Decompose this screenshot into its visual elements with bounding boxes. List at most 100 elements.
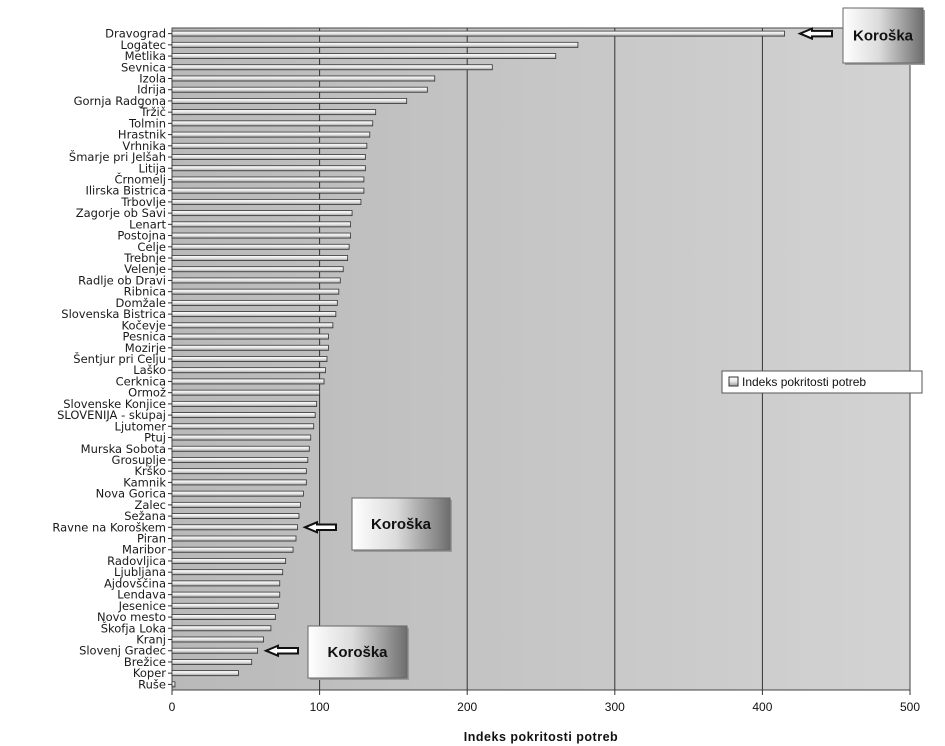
- annotation-callout: Koroška: [302, 497, 452, 552]
- category-label: Murska Sobota: [81, 442, 166, 456]
- bar: [171, 266, 344, 273]
- category-label: Škofja Loka: [101, 620, 166, 635]
- legend-swatch: [728, 376, 739, 387]
- category-label: Kamnik: [123, 475, 166, 489]
- category-label: Cerknica: [116, 374, 166, 388]
- category-label: Krško: [134, 464, 166, 478]
- bar: [171, 423, 315, 430]
- bar: [171, 64, 493, 71]
- category-label: Slovenska Bistrica: [61, 307, 166, 321]
- category-label: Šmarje pri Jelšah: [69, 149, 166, 164]
- category-label: Lendava: [117, 588, 166, 602]
- bar: [171, 198, 362, 205]
- arrow-left-icon: [797, 27, 833, 41]
- bar: [171, 513, 300, 520]
- category-label: Radlje ob Dravi: [78, 273, 166, 287]
- category-label: Kočevje: [122, 318, 166, 332]
- x-tick-label: 100: [310, 700, 330, 714]
- category-label: Gornja Radgona: [74, 94, 166, 108]
- category-label: Hrastnik: [118, 128, 166, 142]
- category-label: Grosuplje: [112, 453, 166, 467]
- category-label: Nova Gorica: [96, 487, 166, 501]
- arrow-left-icon: [263, 644, 299, 658]
- bar: [171, 131, 371, 138]
- bar: [171, 299, 338, 306]
- category-label: Koper: [133, 666, 166, 680]
- bar: [171, 344, 329, 351]
- bar: [171, 389, 321, 396]
- bar: [171, 98, 408, 104]
- bar: [171, 311, 337, 318]
- category-label: Domžale: [116, 296, 166, 310]
- bar: [171, 602, 279, 609]
- bar: [171, 457, 309, 463]
- bar: [171, 288, 340, 295]
- bar: [171, 468, 307, 475]
- bar: [171, 546, 294, 553]
- bar: [171, 490, 304, 497]
- x-axis-title: Indeks pokritosti potreb: [464, 730, 618, 744]
- category-label: Brežice: [124, 655, 166, 669]
- bar: [171, 591, 281, 598]
- annotation-label: Koroška: [371, 516, 432, 533]
- category-label: Laško: [133, 363, 166, 377]
- annotation-box: [351, 497, 451, 551]
- category-label: Ilirska Bistrica: [85, 184, 166, 198]
- category-label: Tržič: [139, 105, 166, 119]
- category-label: Slovenske Konjice: [63, 397, 166, 411]
- category-label: Ljutomer: [115, 419, 167, 433]
- category-label: Dravograd: [105, 27, 166, 41]
- bar: [171, 53, 557, 59]
- arrow-left-icon: [302, 520, 337, 534]
- bar: [171, 333, 329, 340]
- category-label: Vrhnika: [122, 139, 166, 153]
- bar: [171, 277, 341, 284]
- category-label: Sežana: [124, 509, 166, 523]
- category-label: Ljubljana: [114, 565, 166, 579]
- bar: [171, 636, 264, 643]
- bar: [171, 434, 312, 441]
- legend: Indeks pokritosti potreb: [721, 370, 923, 394]
- bar: [171, 75, 436, 82]
- category-label: Zagorje ob Savi: [76, 206, 166, 220]
- bar: [171, 670, 239, 677]
- category-label: Idrija: [137, 83, 166, 97]
- bar: [171, 154, 366, 160]
- category-label: Litija: [138, 161, 166, 175]
- bar: [171, 232, 351, 239]
- category-label: Trbovlje: [120, 195, 166, 209]
- category-labels: DravogradLogatecMetlikaSevnicaIzolaIdrij…: [52, 27, 172, 691]
- legend-label: Indeks pokritosti potreb: [742, 375, 866, 389]
- category-label: Radovljica: [107, 554, 166, 568]
- x-tick-label: 500: [900, 700, 920, 714]
- category-label: Ribnica: [124, 285, 166, 299]
- bar: [171, 558, 287, 564]
- annotation-callout: Koroška: [263, 625, 409, 680]
- category-label: Zalec: [134, 498, 166, 512]
- category-label: Kranj: [136, 633, 166, 647]
- x-tick-label: 400: [752, 700, 772, 714]
- x-tick-label: 300: [605, 700, 625, 714]
- bar: [171, 378, 325, 385]
- category-label: Črnomelj: [114, 171, 166, 186]
- bar: [171, 255, 349, 261]
- category-label: Tolmin: [128, 116, 166, 130]
- bar: [171, 322, 334, 329]
- bars: [171, 30, 785, 688]
- bar: [171, 243, 350, 250]
- bar: [171, 501, 301, 508]
- category-label: Celje: [137, 240, 166, 254]
- x-tick-label: 200: [457, 700, 477, 714]
- category-label: Slovenj Gradec: [79, 644, 166, 658]
- category-label: Mozirje: [125, 341, 166, 355]
- annotation-label: Koroška: [853, 28, 914, 45]
- annotation-callout: Koroška: [797, 7, 925, 65]
- category-label: Metlika: [125, 49, 166, 63]
- bar: [171, 580, 281, 587]
- category-label: Logatec: [121, 38, 167, 52]
- category-label: Izola: [139, 71, 166, 85]
- bar: [171, 86, 428, 93]
- category-label: Ravne na Koroškem: [52, 520, 166, 534]
- bar: [171, 659, 253, 665]
